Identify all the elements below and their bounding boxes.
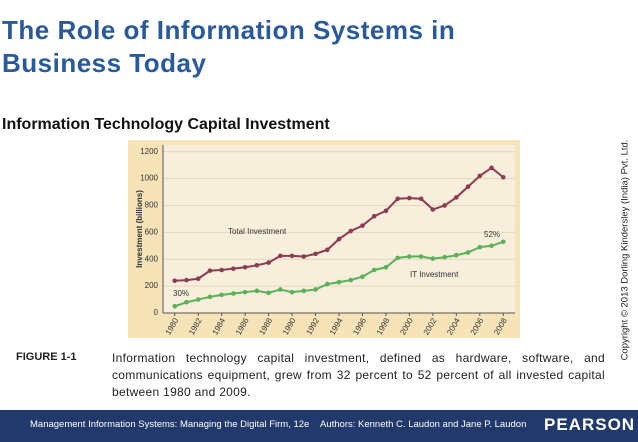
data-point bbox=[360, 223, 365, 228]
data-point bbox=[407, 195, 412, 201]
data-point bbox=[418, 196, 424, 202]
data-point bbox=[418, 254, 424, 259]
data-point bbox=[442, 254, 447, 260]
data-point bbox=[219, 267, 224, 273]
data-point bbox=[442, 203, 447, 208]
annotation: 30% bbox=[173, 289, 189, 298]
title-line: The Role of Information Systems in bbox=[2, 15, 456, 45]
data-point bbox=[500, 174, 506, 180]
data-point bbox=[278, 287, 283, 292]
data-point bbox=[371, 213, 377, 219]
data-point bbox=[454, 252, 459, 258]
title-line: Business Today bbox=[2, 48, 207, 78]
data-point bbox=[219, 292, 224, 298]
data-point bbox=[395, 255, 400, 261]
data-point bbox=[348, 277, 354, 283]
annotation: 52% bbox=[484, 230, 500, 239]
data-point bbox=[324, 281, 330, 287]
data-point bbox=[172, 278, 178, 284]
data-point bbox=[172, 303, 178, 309]
y-tick-label: 600 bbox=[145, 227, 159, 236]
data-point bbox=[500, 239, 506, 245]
y-tick-label: 800 bbox=[145, 201, 159, 210]
data-point bbox=[348, 228, 354, 234]
data-point bbox=[254, 262, 260, 268]
data-point bbox=[266, 290, 271, 296]
data-point bbox=[207, 268, 213, 273]
plot-area bbox=[163, 145, 515, 313]
data-point bbox=[278, 253, 283, 259]
data-point bbox=[383, 265, 389, 270]
data-point bbox=[430, 256, 436, 261]
data-point bbox=[324, 247, 330, 253]
data-point bbox=[395, 196, 400, 202]
data-point bbox=[477, 244, 483, 250]
data-point bbox=[371, 267, 377, 273]
data-point bbox=[266, 260, 271, 265]
figure-caption: Information technology capital investmen… bbox=[112, 351, 605, 399]
data-point bbox=[184, 277, 189, 283]
data-point bbox=[336, 236, 342, 242]
data-point bbox=[489, 165, 494, 171]
slide-title: The Role of Information Systems in Busin… bbox=[2, 14, 455, 80]
data-point bbox=[465, 184, 471, 189]
data-point bbox=[207, 294, 213, 300]
y-tick-label: 1200 bbox=[140, 147, 158, 156]
data-point bbox=[465, 250, 471, 255]
publisher-logo: PEARSON bbox=[544, 415, 636, 434]
copyright: Copyright © 2013 Dorling Kindersley (Ind… bbox=[619, 139, 631, 361]
data-point bbox=[477, 173, 483, 179]
data-point bbox=[231, 266, 236, 271]
data-point bbox=[301, 288, 307, 294]
data-point bbox=[313, 287, 318, 292]
data-point bbox=[383, 208, 389, 214]
series-label: IT Investment bbox=[410, 270, 459, 279]
y-tick-label: 400 bbox=[145, 254, 159, 263]
data-point bbox=[454, 195, 459, 200]
footer: Management Information Systems: Managing… bbox=[0, 410, 638, 442]
data-point bbox=[195, 276, 201, 282]
data-point bbox=[289, 289, 295, 295]
footer-book: Management Information Systems: Managing… bbox=[30, 419, 310, 430]
data-point bbox=[336, 279, 342, 285]
y-tick-label: 1000 bbox=[140, 174, 158, 183]
data-point bbox=[489, 243, 494, 249]
data-point bbox=[184, 299, 189, 305]
data-point bbox=[231, 291, 236, 296]
data-point bbox=[360, 274, 365, 280]
figure-label: FIGURE 1-1 bbox=[16, 351, 77, 363]
data-point bbox=[242, 289, 248, 295]
y-tick-label: 0 bbox=[154, 308, 159, 317]
data-point bbox=[430, 207, 436, 212]
data-point bbox=[195, 297, 201, 302]
y-tick-label: 200 bbox=[145, 281, 159, 290]
data-point bbox=[313, 251, 318, 257]
y-axis-label: Investment (billions) bbox=[135, 190, 144, 268]
data-point bbox=[301, 254, 307, 259]
data-point bbox=[289, 253, 295, 259]
series-label: Total Investment bbox=[228, 227, 287, 236]
data-point bbox=[254, 288, 260, 294]
data-point bbox=[407, 254, 412, 259]
subtitle: Information Technology Capital Investmen… bbox=[2, 116, 330, 133]
footer-authors: Authors: Kenneth C. Laudon and Jane P. L… bbox=[320, 419, 527, 430]
data-point bbox=[242, 265, 248, 270]
